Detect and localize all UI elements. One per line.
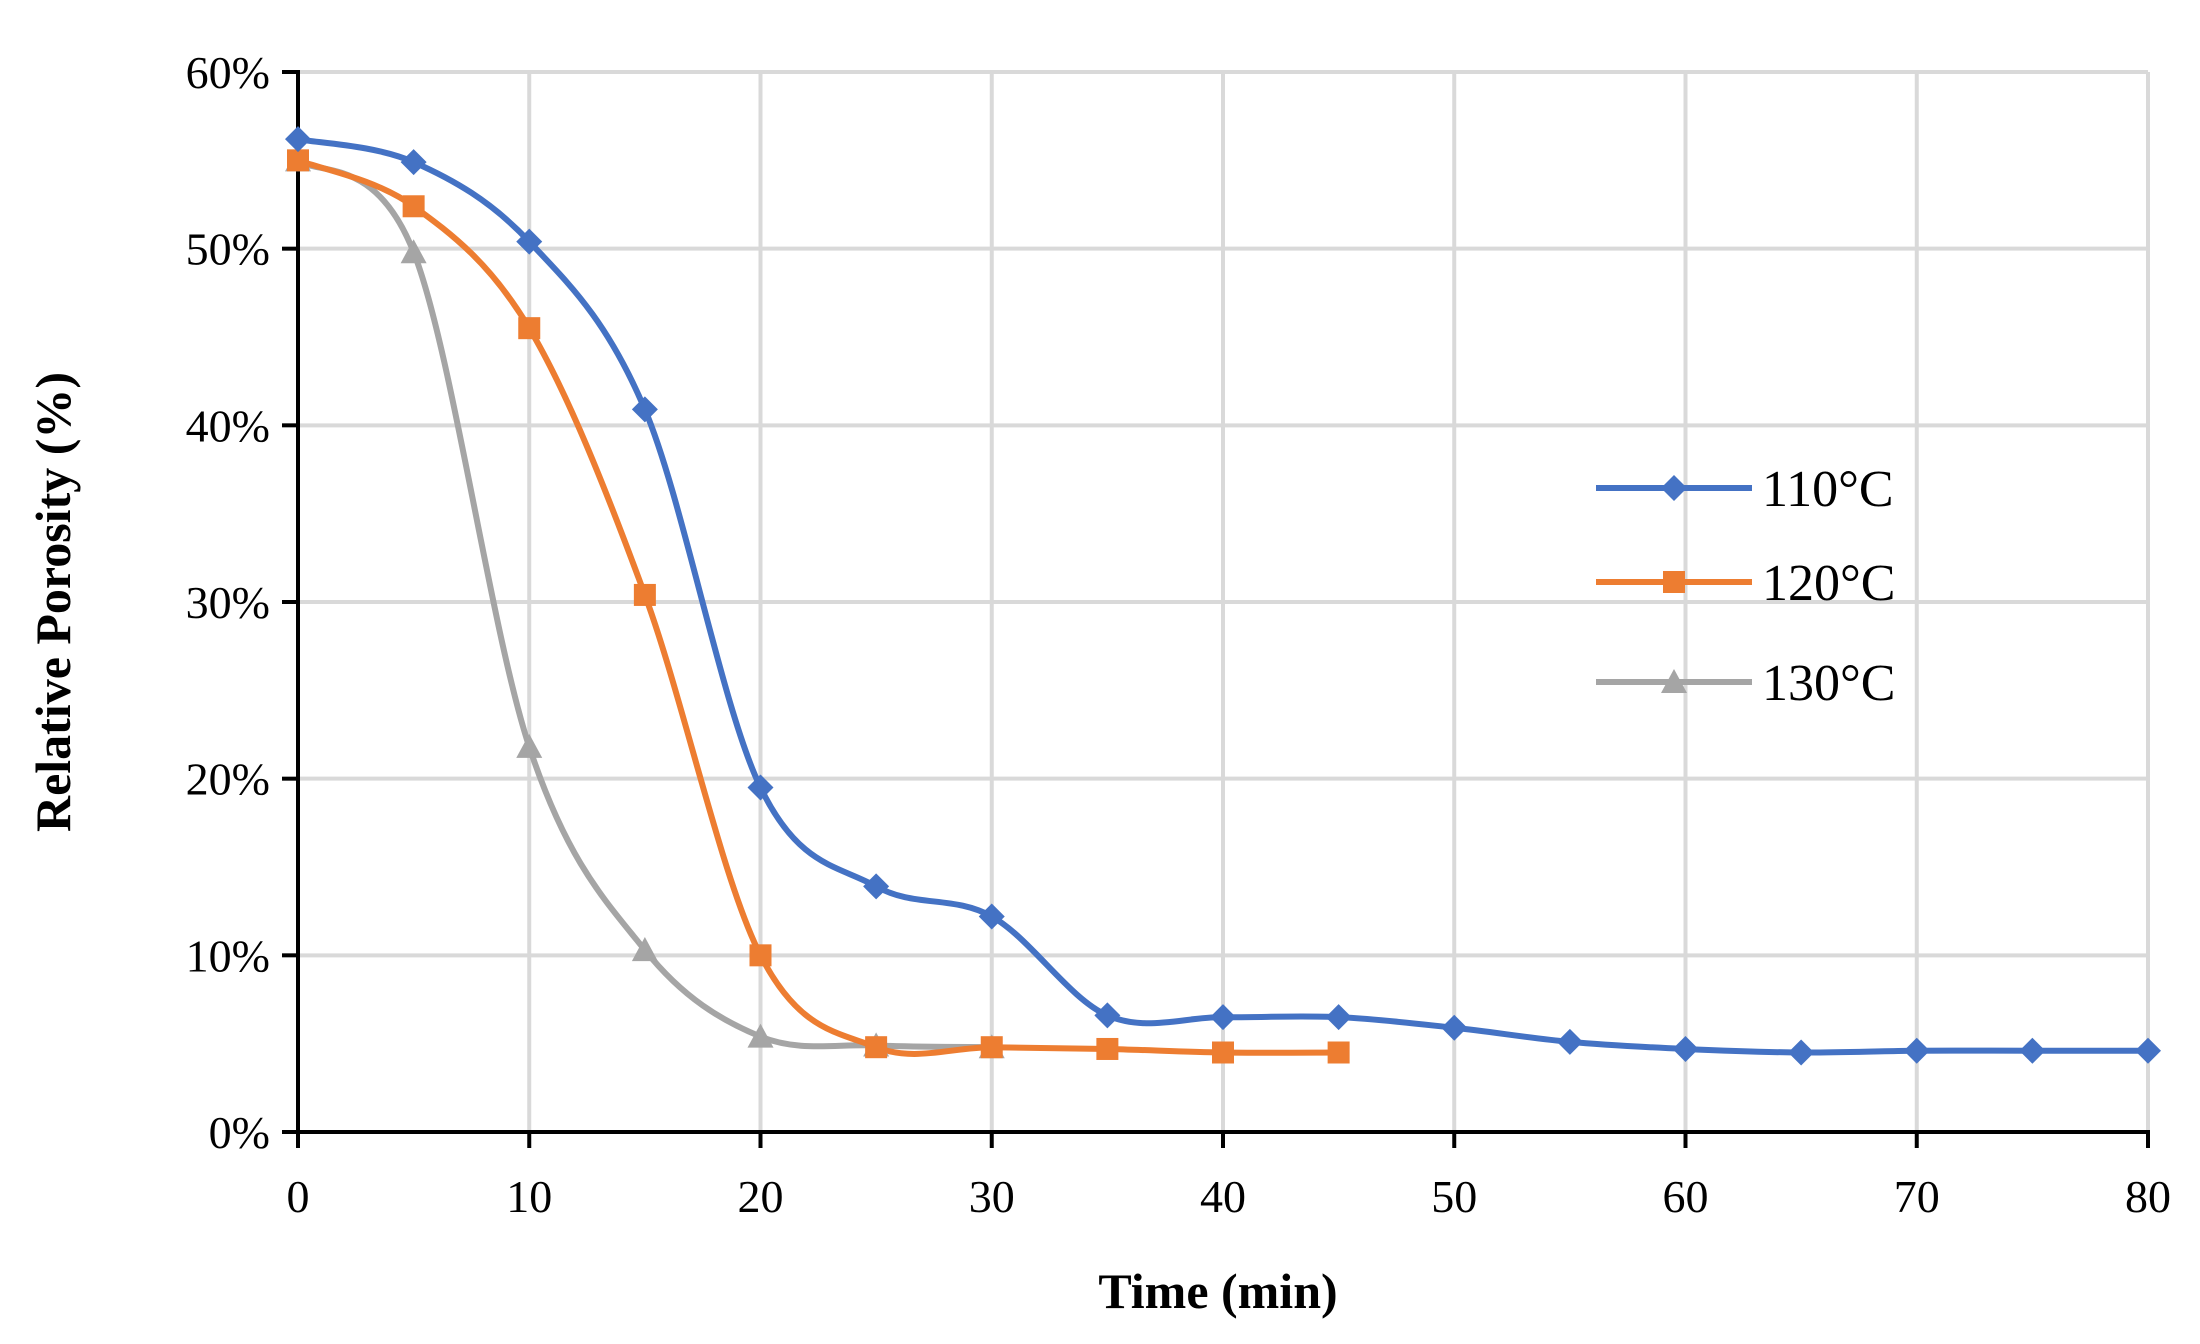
data-point-0 xyxy=(1788,1039,1815,1066)
data-point-0 xyxy=(1325,1004,1352,1031)
x-axis-title: Time (min) xyxy=(1098,1263,1337,1319)
data-point-0 xyxy=(1094,1002,1121,1029)
data-point-0 xyxy=(747,774,774,801)
x-tick-label: 30 xyxy=(969,1171,1015,1222)
y-tick-label: 20% xyxy=(186,754,270,805)
legend-label-0: 110°C xyxy=(1762,461,1894,518)
data-point-0 xyxy=(1903,1037,1930,1064)
x-tick-label: 80 xyxy=(2125,1171,2171,1222)
data-point-0 xyxy=(1672,1035,1699,1062)
data-point-0 xyxy=(863,873,890,900)
y-tick-label: 10% xyxy=(186,930,270,981)
data-point-1 xyxy=(1096,1037,1119,1060)
x-tick-label: 10 xyxy=(506,1171,552,1222)
y-tick-label: 30% xyxy=(186,577,270,628)
x-tick-label: 70 xyxy=(1894,1171,1940,1222)
x-tick-label: 20 xyxy=(738,1171,784,1222)
data-point-0 xyxy=(2135,1037,2161,1064)
legend-marker-2 xyxy=(1661,669,1687,694)
data-point-0 xyxy=(1210,1004,1236,1031)
series-line-1 xyxy=(295,157,1342,1057)
data-point-2 xyxy=(400,239,427,264)
data-point-1 xyxy=(518,317,541,340)
y-tick-label: 60% xyxy=(186,47,270,98)
data-point-2 xyxy=(516,733,543,758)
x-tick-label: 0 xyxy=(287,1171,310,1222)
y-tick-label: 0% xyxy=(209,1107,270,1158)
data-point-1 xyxy=(402,195,425,218)
x-tick-label: 50 xyxy=(1431,1171,1477,1222)
data-point-1 xyxy=(865,1036,888,1059)
data-point-0 xyxy=(400,149,427,176)
data-point-1 xyxy=(1327,1041,1350,1064)
legend-label-1: 120°C xyxy=(1762,555,1895,612)
data-point-0 xyxy=(2019,1037,2046,1064)
y-axis-title: Relative Porosity (%) xyxy=(25,372,81,832)
legend-marker-0 xyxy=(1661,475,1687,501)
data-point-2 xyxy=(631,937,658,962)
legend-label-2: 130°C xyxy=(1762,655,1895,712)
y-tick-label: 40% xyxy=(186,400,270,451)
x-tick-label: 60 xyxy=(1663,1171,1709,1222)
data-point-0 xyxy=(631,396,658,423)
data-point-0 xyxy=(978,903,1005,930)
legend-marker-1 xyxy=(1663,571,1685,593)
data-point-0 xyxy=(1441,1014,1468,1041)
data-point-0 xyxy=(285,126,311,153)
y-tick-label: 50% xyxy=(186,224,270,275)
data-point-1 xyxy=(749,944,772,967)
data-point-2 xyxy=(747,1023,774,1048)
data-point-1 xyxy=(633,583,656,606)
data-point-1 xyxy=(287,149,309,172)
data-point-0 xyxy=(516,228,543,255)
x-tick-label: 40 xyxy=(1200,1171,1246,1222)
data-point-1 xyxy=(1212,1041,1234,1064)
data-point-1 xyxy=(980,1036,1003,1059)
data-point-0 xyxy=(1556,1028,1583,1055)
